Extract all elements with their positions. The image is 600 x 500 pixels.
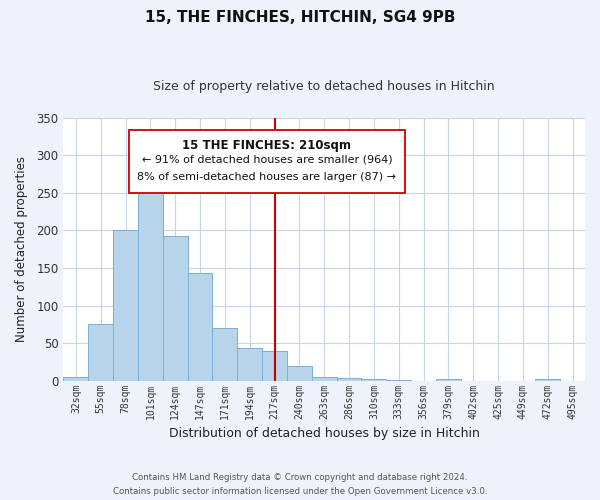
Bar — [361, 379, 386, 380]
Bar — [312, 377, 337, 380]
Bar — [88, 324, 113, 380]
Text: 15 THE FINCHES: 210sqm: 15 THE FINCHES: 210sqm — [182, 139, 352, 152]
Bar — [113, 230, 138, 380]
X-axis label: Distribution of detached houses by size in Hitchin: Distribution of detached houses by size … — [169, 427, 479, 440]
Text: 15, THE FINCHES, HITCHIN, SG4 9PB: 15, THE FINCHES, HITCHIN, SG4 9PB — [145, 10, 455, 25]
Text: 8% of semi-detached houses are larger (87) →: 8% of semi-detached houses are larger (8… — [137, 172, 397, 181]
Bar — [262, 350, 287, 380]
Y-axis label: Number of detached properties: Number of detached properties — [15, 156, 28, 342]
Bar — [337, 378, 361, 380]
Bar — [535, 379, 560, 380]
Bar — [188, 273, 212, 380]
Bar — [64, 377, 88, 380]
Text: Contains public sector information licensed under the Open Government Licence v3: Contains public sector information licen… — [113, 486, 487, 496]
Bar — [163, 236, 188, 380]
Title: Size of property relative to detached houses in Hitchin: Size of property relative to detached ho… — [154, 80, 495, 93]
Bar — [287, 366, 312, 380]
Bar — [436, 379, 461, 380]
Bar — [237, 348, 262, 380]
Text: Contains HM Land Registry data © Crown copyright and database right 2024.: Contains HM Land Registry data © Crown c… — [132, 473, 468, 482]
Text: ← 91% of detached houses are smaller (964): ← 91% of detached houses are smaller (96… — [142, 154, 392, 164]
Bar — [138, 186, 163, 380]
Bar — [212, 328, 237, 380]
FancyBboxPatch shape — [128, 130, 405, 192]
